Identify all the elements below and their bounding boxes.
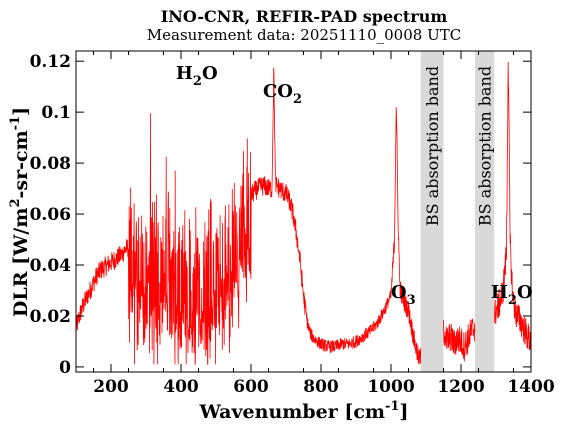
annotation-sub: 2 bbox=[508, 293, 517, 308]
absorption-band-label-0: BS absorption band bbox=[423, 66, 442, 226]
y-tick-label-2: 0.04 bbox=[30, 256, 72, 276]
spectrum-series bbox=[75, 61, 532, 365]
x-axis-label-text: Wavenumber [cm bbox=[199, 401, 386, 423]
annotation-text-end: O bbox=[202, 63, 218, 84]
x-tick-label-0: 200 bbox=[93, 377, 129, 397]
annotation-sub: 2 bbox=[293, 92, 302, 107]
annotation-text: H bbox=[176, 63, 193, 84]
chart-subtitle: Measurement data: 20251110_0008 UTC bbox=[147, 26, 461, 44]
y-tick-label-1: 0.02 bbox=[30, 307, 71, 327]
absorption-bands: BS absorption band BS absorption band bbox=[420, 51, 495, 372]
y-axis-label-sup1: 2 bbox=[8, 198, 23, 207]
annotation-text: H bbox=[491, 282, 508, 303]
x-axis-label-end: ] bbox=[399, 401, 408, 423]
annotation-0: H2O bbox=[176, 63, 218, 89]
x-tick-label-1: 400 bbox=[163, 377, 199, 397]
annotation-text: O bbox=[391, 282, 407, 303]
y-tick-label-3: 0.06 bbox=[30, 205, 71, 225]
absorption-band-label-1: BS absorption band bbox=[476, 66, 495, 226]
y-axis-label-mid: -sr-cm bbox=[10, 130, 32, 198]
y-tick-label-0: 0 bbox=[59, 358, 71, 378]
x-tick-label-3: 800 bbox=[303, 377, 339, 397]
annotation-1: CO2 bbox=[263, 81, 302, 107]
axis-ticks: 200 400 600 800 1000 1200 1400 0 0.02 0.04 0.06 0.0… bbox=[30, 51, 555, 397]
absorption-band-1 bbox=[475, 51, 495, 372]
y-axis-label-end: ] bbox=[10, 107, 32, 116]
x-tick-label-6: 1400 bbox=[507, 377, 554, 397]
annotation-text-end: O bbox=[517, 282, 533, 303]
x-axis-label: Wavenumber [cm-1] bbox=[199, 399, 409, 423]
x-tick-label-5: 1200 bbox=[437, 377, 484, 397]
y-tick-label-6: 0.12 bbox=[30, 52, 71, 72]
x-axis-label-sup: -1 bbox=[385, 399, 399, 414]
annotation-2: O3 bbox=[391, 282, 416, 308]
x-tick-label-2: 600 bbox=[233, 377, 269, 397]
annotation-sub: 2 bbox=[193, 74, 202, 89]
chart-title: INO-CNR, REFIR-PAD spectrum bbox=[161, 7, 448, 26]
y-axis-label-text: DLR [W/m bbox=[10, 208, 32, 318]
y-axis-label: DLR [W/m2-sr-cm-1] bbox=[8, 107, 32, 317]
x-tick-label-4: 1000 bbox=[367, 377, 414, 397]
absorption-band-0 bbox=[420, 51, 444, 372]
y-axis-label-sup2: -1 bbox=[8, 116, 23, 130]
spectrum-line bbox=[75, 61, 532, 365]
annotation-text: CO bbox=[263, 81, 293, 102]
annotation-sub: 3 bbox=[407, 293, 416, 308]
annotation-3: H2O bbox=[491, 282, 533, 308]
y-tick-label-5: 0.1 bbox=[41, 103, 71, 123]
y-tick-label-4: 0.08 bbox=[30, 154, 71, 174]
